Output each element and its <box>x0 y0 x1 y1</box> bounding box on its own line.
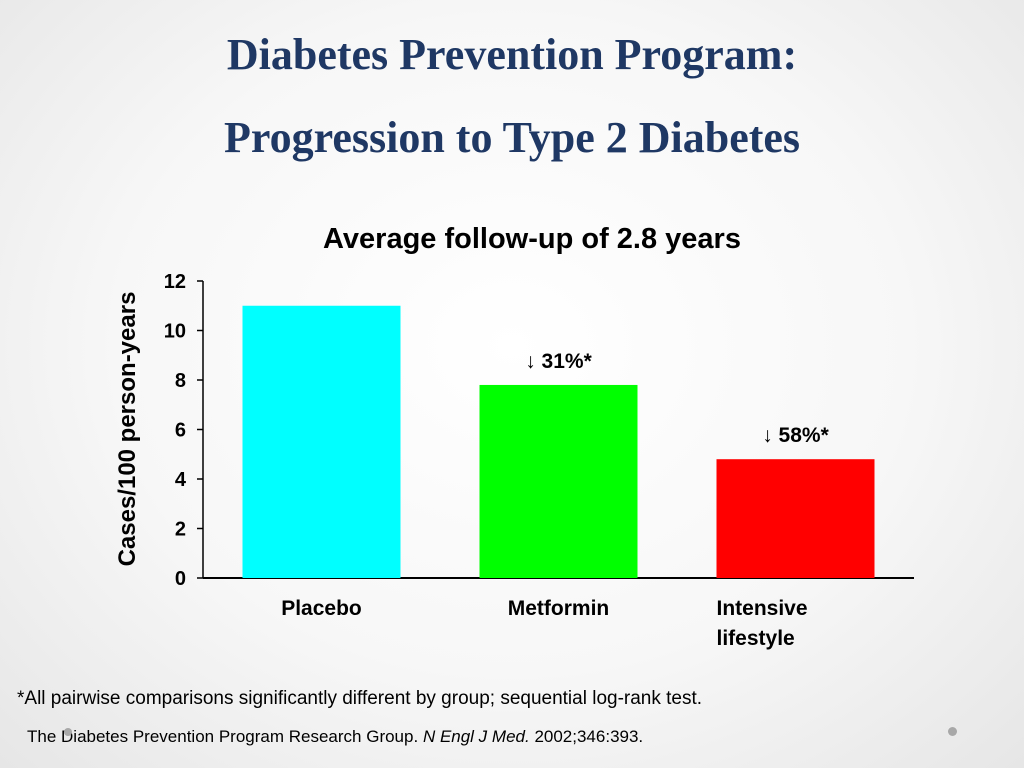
citation-details: 2002;346:393. <box>534 727 644 746</box>
bar <box>242 305 401 578</box>
y-tick-label: 10 <box>164 321 186 343</box>
x-tick-label: Intensive lifestyle <box>717 597 808 650</box>
citation-authors: The Diabetes Prevention Program Research… <box>27 727 419 746</box>
x-tick-label: Placebo <box>281 597 362 620</box>
x-tick-label: Metformin <box>508 597 610 620</box>
bullet-dot <box>64 728 72 736</box>
y-tick-label: 4 <box>175 469 187 491</box>
citation-journal: N Engl J Med. <box>422 727 530 746</box>
slide-title-line-2: Progression to Type 2 Diabetes <box>223 113 801 162</box>
data-annotation: ↓ 31%* <box>525 350 592 373</box>
citation: The Diabetes Prevention Program Research… <box>27 727 643 747</box>
chart-title: Average follow-up of 2.8 years <box>323 223 741 255</box>
y-tick-label: 0 <box>175 568 186 590</box>
y-axis-label: Cases/100 person-years <box>114 292 141 567</box>
y-tick-label: 12 <box>164 271 186 293</box>
bar <box>479 384 638 578</box>
y-tick-label: 2 <box>175 519 186 541</box>
bar-chart: Average follow-up of 2.8 years Cases/100… <box>114 223 914 650</box>
data-annotation: ↓ 58%* <box>762 424 829 447</box>
y-tick-label: 8 <box>175 370 186 392</box>
y-tick-label: 6 <box>175 420 186 442</box>
bullet-dot <box>948 727 957 736</box>
footnote: *All pairwise comparisons significantly … <box>17 688 703 709</box>
bar <box>716 459 875 578</box>
slide-title-line-1: Diabetes Prevention Program: <box>226 30 798 79</box>
